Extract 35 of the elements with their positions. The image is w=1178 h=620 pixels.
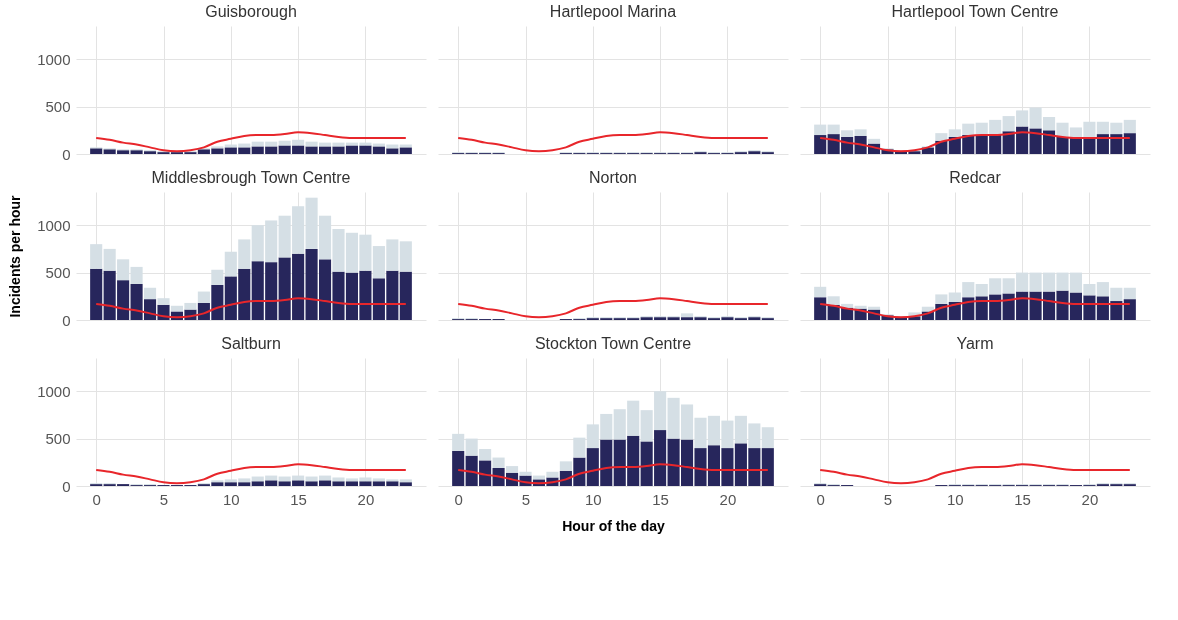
y-tick-label: 0 [62, 477, 71, 495]
chart-title: Hartlepool Town Centre [891, 3, 1059, 20]
y-tick-label: 500 [45, 264, 71, 282]
chart-title: Saltburn [221, 335, 281, 352]
chart-title: Norton [588, 169, 638, 186]
y-tick-label: 1000 [37, 216, 71, 234]
x-tick-label: 15 [290, 490, 307, 508]
chart-title: Redcar [949, 169, 1002, 186]
y-tick-label: 1000 [37, 382, 71, 400]
chart-title: Yarm [956, 335, 994, 352]
y-tick-label: 1000 [37, 50, 71, 68]
x-tick-label: 10 [584, 490, 602, 508]
y-tick-label: 500 [45, 98, 71, 116]
y-axis-title: Incidents per hour [7, 194, 24, 318]
x-tick-label: 20 [719, 490, 737, 508]
x-tick-label: 0 [92, 490, 101, 508]
y-tick-label: 500 [45, 430, 71, 448]
chart-title: Hartlepool Marina [549, 3, 677, 20]
x-tick-label: 10 [222, 490, 240, 508]
x-tick-label: 20 [1081, 490, 1099, 508]
x-tick-label: 5 [883, 490, 893, 508]
x-tick-label: 5 [159, 490, 169, 508]
chart-title: Guisborough [205, 3, 297, 20]
x-tick-label: 15 [652, 490, 669, 508]
x-tick-label: 15 [1014, 490, 1031, 508]
x-tick-label: 10 [946, 490, 964, 508]
x-axis-title: Hour of the day [562, 517, 666, 534]
x-tick-label: 20 [357, 490, 375, 508]
y-tick-label: 0 [62, 145, 71, 163]
chart-title: Middlesbrough Town Centre [151, 169, 351, 186]
x-tick-label: 0 [816, 490, 825, 508]
x-tick-label: 0 [454, 490, 463, 508]
y-tick-label: 0 [62, 311, 71, 329]
chart-title: Stockton Town Centre [534, 335, 692, 352]
x-tick-label: 5 [521, 490, 531, 508]
